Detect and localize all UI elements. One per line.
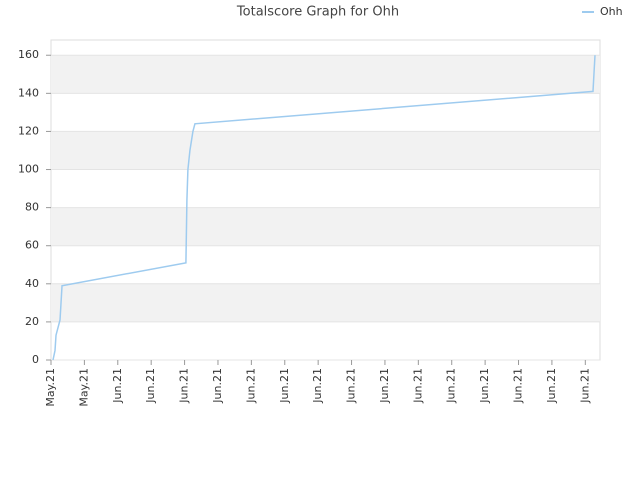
- x-tick-label: Jun.21: [578, 368, 591, 404]
- legend-label: Ohh: [600, 5, 623, 18]
- x-tick-label: Jun.21: [345, 368, 358, 404]
- y-tick-label: 140: [18, 86, 39, 99]
- y-tick-label: 120: [18, 124, 39, 137]
- y-tick-label: 20: [25, 315, 39, 328]
- grid-band: [51, 207, 600, 246]
- x-tick-label: May.21: [77, 368, 90, 407]
- y-tick-label: 40: [25, 277, 39, 290]
- y-tick-label: 160: [18, 48, 39, 61]
- chart-title: Totalscore Graph for Ohh: [236, 5, 399, 20]
- x-tick-label: Jun.21: [178, 368, 191, 404]
- x-tick-label: Jun.21: [512, 368, 525, 404]
- x-tick-label: Jun.21: [111, 368, 124, 404]
- y-tick-label: 60: [25, 239, 39, 252]
- data-line: [52, 55, 596, 361]
- x-tick-label: Jun.21: [211, 368, 224, 404]
- x-tick-label: Jun.21: [445, 368, 458, 404]
- x-tick-label: Jun.21: [244, 368, 257, 404]
- y-tick-label: 0: [32, 353, 39, 366]
- grid-band: [51, 55, 600, 94]
- x-tick-label: Jun.21: [311, 368, 324, 404]
- x-tick-label: Jun.21: [545, 368, 558, 404]
- x-tick-label: Jun.21: [378, 368, 391, 404]
- x-tick-label: Jun.21: [278, 368, 291, 404]
- y-tick-label: 80: [25, 201, 39, 214]
- x-tick-label: Jun.21: [478, 368, 491, 404]
- y-tick-label: 100: [18, 163, 39, 176]
- grid-band: [51, 131, 600, 170]
- x-tick-label: Jun.21: [144, 368, 157, 404]
- grid-band: [51, 283, 600, 322]
- x-tick-label: Jun.21: [411, 368, 424, 404]
- x-tick-label: May.21: [44, 368, 57, 407]
